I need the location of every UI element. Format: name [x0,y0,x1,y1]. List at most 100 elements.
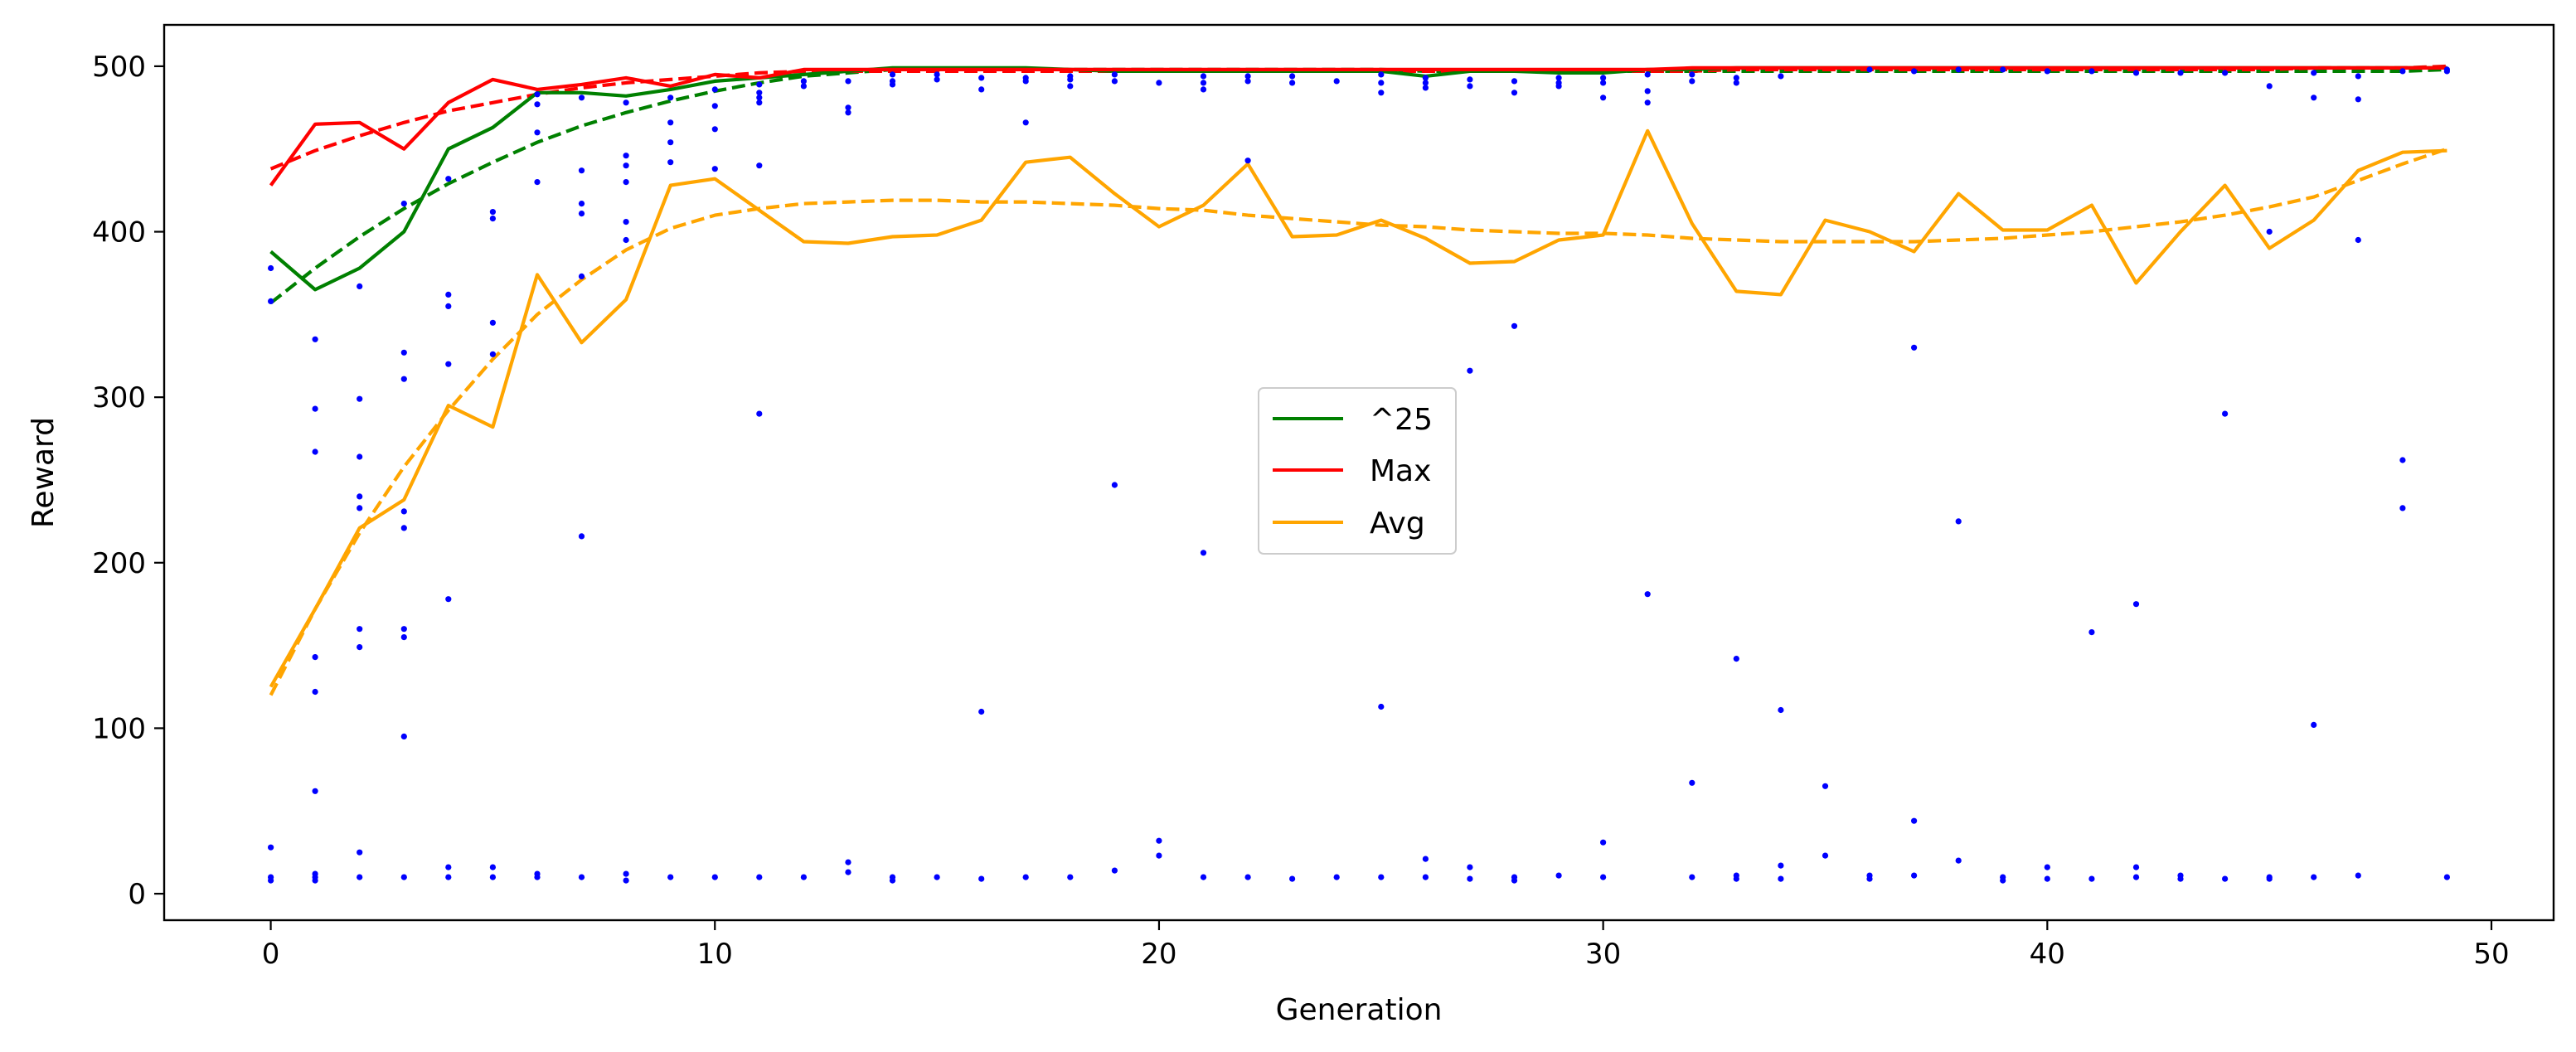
scatter-point [400,874,407,880]
scatter-point [400,626,407,633]
trend-line-5 [269,147,2448,696]
scatter-point [2443,68,2450,75]
scatter-point [268,298,274,304]
scatter-point [1733,80,1739,86]
scatter-point [1511,877,1518,884]
scatter-point [268,264,274,272]
y-tick-label: 100 [92,712,146,745]
scatter-point [578,167,585,174]
scatter-point [1200,874,1207,880]
scatter-point [357,505,363,511]
scatter-point [2132,70,2140,76]
scatter-point [2177,70,2184,76]
scatter-point [357,453,363,460]
scatter-point [2355,73,2361,80]
scatter-point [1200,550,1207,556]
scatter-point [845,104,851,111]
trend-line-3 [269,67,2447,305]
scatter-point [1600,75,1607,81]
x-tick-label: 0 [262,938,280,971]
scatter-point [1200,73,1207,80]
scatter-point [1644,99,1651,106]
scatter-point [1378,90,1385,96]
scatter-point [1955,518,1962,525]
scatter-point [1156,852,1162,859]
scatter-point [2044,864,2050,870]
scatter-point [1555,75,1562,81]
scatter-point [623,99,629,106]
scatter-point [357,395,363,402]
legend: ^25 Max Avg [1258,387,1457,555]
scatter-point [2088,629,2095,636]
scatter-point [1600,874,1607,880]
y-axis-ticks: 0 100 200 300 400 500 [92,51,164,911]
scatter-point [1822,783,1829,789]
scatter-point [623,877,629,884]
scatter-point [1378,874,1385,880]
scatter-point [534,129,541,136]
scatter-point [756,90,763,96]
scatter-point [1111,78,1118,85]
scatter-point [2044,875,2050,882]
scatter-point [711,874,718,880]
scatter-point [312,688,318,696]
scatter-point [2443,874,2450,880]
scatter-point [1022,78,1029,85]
scatter-point [623,179,629,186]
scatter-point [1689,78,1696,85]
scatter-point [1244,874,1251,880]
scatter-point [1644,88,1651,95]
scatter-point [578,95,585,101]
y-tick-label: 200 [92,547,146,580]
scatter-point [445,176,452,182]
scatter-point [623,236,629,244]
scatter-point [2311,721,2317,729]
scatter-point [1333,874,1340,880]
scatter-point [2088,875,2095,882]
scatter-point [2266,875,2273,882]
scatter-point [2000,877,2006,884]
scatter-point [1511,90,1518,96]
scatter-point [1467,83,1473,90]
scatter-point [1600,839,1607,846]
scatter-point [1911,68,1918,75]
scatter-point [889,877,896,884]
scatter-point [1644,71,1651,78]
scatter-point [711,126,718,133]
scatter-point [2132,864,2140,870]
scatter-point [2355,236,2361,244]
scatter-point [934,874,940,880]
trend-line-4 [269,64,2447,171]
scatter-point [2399,68,2406,75]
y-axis-label: Reward [27,417,61,528]
scatter-point [2044,68,2050,75]
scatter-point [1378,80,1385,86]
scatter-point [400,634,407,641]
scatter-point [2222,410,2229,417]
scatter-point [1644,591,1651,598]
scatter-point [1955,66,1962,73]
scatter-point [268,877,274,884]
scatter-point [534,101,541,108]
scatter-point [845,859,851,865]
scatter-point [1822,852,1829,859]
scatter-point [1200,80,1207,86]
scatter-point [667,119,674,126]
scatter-point [1467,864,1473,870]
scatter-point [400,733,407,740]
series-layer [269,64,2448,696]
scatter-point [1511,322,1518,329]
scatter-point [711,103,718,109]
scatter-point [2000,66,2006,73]
scatter-point [489,864,497,870]
scatter-point [445,303,452,309]
scatter-point [1911,872,1918,879]
scatter-point [312,877,318,884]
scatter-point [978,75,985,81]
scatter-point [1422,75,1429,81]
scatter-point [2222,70,2229,76]
scatter-point [1289,875,1296,882]
scatter-point [1289,80,1296,86]
scatter-point [756,162,763,169]
scatter-point [578,201,585,207]
